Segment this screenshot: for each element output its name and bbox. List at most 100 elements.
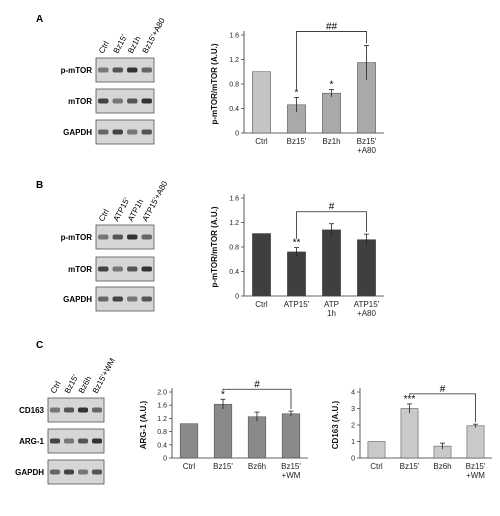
lane-label: Ctrl — [49, 380, 63, 395]
x-tick-label: Bz15' — [213, 462, 233, 471]
y-tick-label: 2.0 — [157, 390, 167, 397]
blot-row-label: GAPDH — [15, 468, 44, 477]
blot-row-label: p-mTOR — [61, 233, 93, 242]
x-tick-label: Bz6h — [433, 462, 451, 471]
bar — [281, 413, 301, 459]
significance-mark: * — [330, 80, 334, 91]
y-tick-label: 1.6 — [157, 403, 167, 410]
bar — [466, 425, 485, 459]
y-tick-label: 1.6 — [229, 196, 239, 203]
blot-band — [141, 129, 152, 135]
bracket-label: # — [254, 379, 260, 390]
significance-mark: * — [295, 87, 299, 98]
blot-band — [91, 469, 103, 475]
blot-band — [98, 67, 109, 73]
blot-band — [49, 469, 61, 475]
blot-row-label: CD163 — [19, 406, 44, 415]
blot-band — [127, 266, 138, 272]
bar — [179, 423, 199, 459]
bracket-label: # — [440, 384, 446, 395]
y-tick-label: 0 — [351, 456, 355, 463]
significance-bracket — [409, 393, 476, 423]
y-tick-label: 1.2 — [229, 57, 239, 64]
bar — [252, 71, 271, 134]
blot-band — [112, 98, 123, 104]
bar — [357, 239, 376, 297]
panel-label: A — [36, 14, 43, 25]
x-tick-label: Bz15' — [281, 462, 301, 471]
y-tick-label: 0 — [235, 131, 239, 138]
blot-row-label: mTOR — [68, 97, 92, 106]
y-tick-label: 1.2 — [157, 416, 167, 423]
x-tick-label: Bz15' — [287, 137, 307, 146]
blot-band — [63, 438, 75, 444]
y-tick-label: 2 — [351, 423, 355, 430]
blot-band — [112, 296, 123, 302]
x-tick-label: +WM — [466, 471, 485, 480]
x-tick-label: ATP15' — [354, 300, 380, 309]
blot-band — [141, 98, 152, 104]
bar-chart: 0 0.4 0.8 1.2 1.6 p-mTOR/mTOR (A.U.) Ctrl * Bz15… — [210, 21, 384, 155]
x-tick-label: Ctrl — [183, 462, 196, 471]
significance-mark: ** — [293, 238, 301, 249]
blot-band — [91, 407, 103, 413]
panel-label: B — [36, 180, 43, 191]
bar — [367, 441, 386, 459]
blot-band — [141, 67, 152, 73]
blot-band — [98, 98, 109, 104]
blot-band — [127, 67, 138, 73]
y-axis-label: CD163 (A.U.) — [331, 400, 340, 449]
bar — [287, 251, 306, 297]
y-tick-label: 0 — [163, 456, 167, 463]
bracket-label: ## — [326, 21, 338, 32]
y-tick-label: 1 — [351, 439, 355, 446]
lane-label: Ctrl — [97, 208, 111, 223]
blot-row-label: p-mTOR — [61, 66, 93, 75]
x-tick-label: Bz6h — [248, 462, 266, 471]
blot-band — [63, 407, 75, 413]
bar — [400, 408, 419, 459]
blot-band — [91, 438, 103, 444]
blot-band — [112, 129, 123, 135]
panel-label: C — [36, 340, 43, 351]
x-tick-label: Bz15' — [400, 462, 420, 471]
lane-label: Ctrl — [97, 40, 111, 55]
x-tick-label: Bz15' — [357, 137, 377, 146]
significance-bracket — [296, 31, 367, 89]
x-tick-label: ATP15' — [284, 300, 310, 309]
bar — [322, 229, 341, 297]
x-tick-label: Ctrl — [370, 462, 383, 471]
y-axis-label: ARG-1 (A.U.) — [139, 400, 148, 449]
x-tick-label: +WM — [282, 471, 301, 480]
bar-chart: 0 0.4 0.8 1.2 1.6 2.0 ARG-1 (A.U.) Ctrl * Bz15' Bz… — [139, 379, 308, 480]
blot-row-label: GAPDH — [63, 295, 92, 304]
y-tick-label: 1.2 — [229, 220, 239, 227]
blot-band — [127, 129, 138, 135]
x-tick-label: ATP — [324, 300, 339, 309]
y-tick-label: 0.8 — [229, 82, 239, 89]
blot-band — [141, 266, 152, 272]
blot-band — [112, 67, 123, 73]
bar-chart: 0 0.4 0.8 1.2 1.6 p-mTOR/mTOR (A.U.) Ctrl ** ATP… — [210, 194, 384, 318]
blot-band — [127, 234, 138, 240]
blot-band — [77, 469, 89, 475]
x-tick-label: 1h — [327, 309, 336, 318]
lane-label: Bz15'+A80 — [141, 16, 167, 55]
y-tick-label: 1.6 — [229, 33, 239, 40]
blot-band — [127, 98, 138, 104]
y-tick-label: 0.4 — [229, 269, 239, 276]
x-tick-label: Bz15' — [466, 462, 486, 471]
blot-band — [141, 296, 152, 302]
y-tick-label: 0.8 — [157, 429, 167, 436]
blot-row-label: ARG-1 — [19, 437, 44, 446]
bracket-label: # — [329, 202, 335, 213]
blot-band — [98, 296, 109, 302]
bar — [247, 416, 267, 459]
blot-band — [127, 296, 138, 302]
blot-row-label: GAPDH — [63, 128, 92, 137]
